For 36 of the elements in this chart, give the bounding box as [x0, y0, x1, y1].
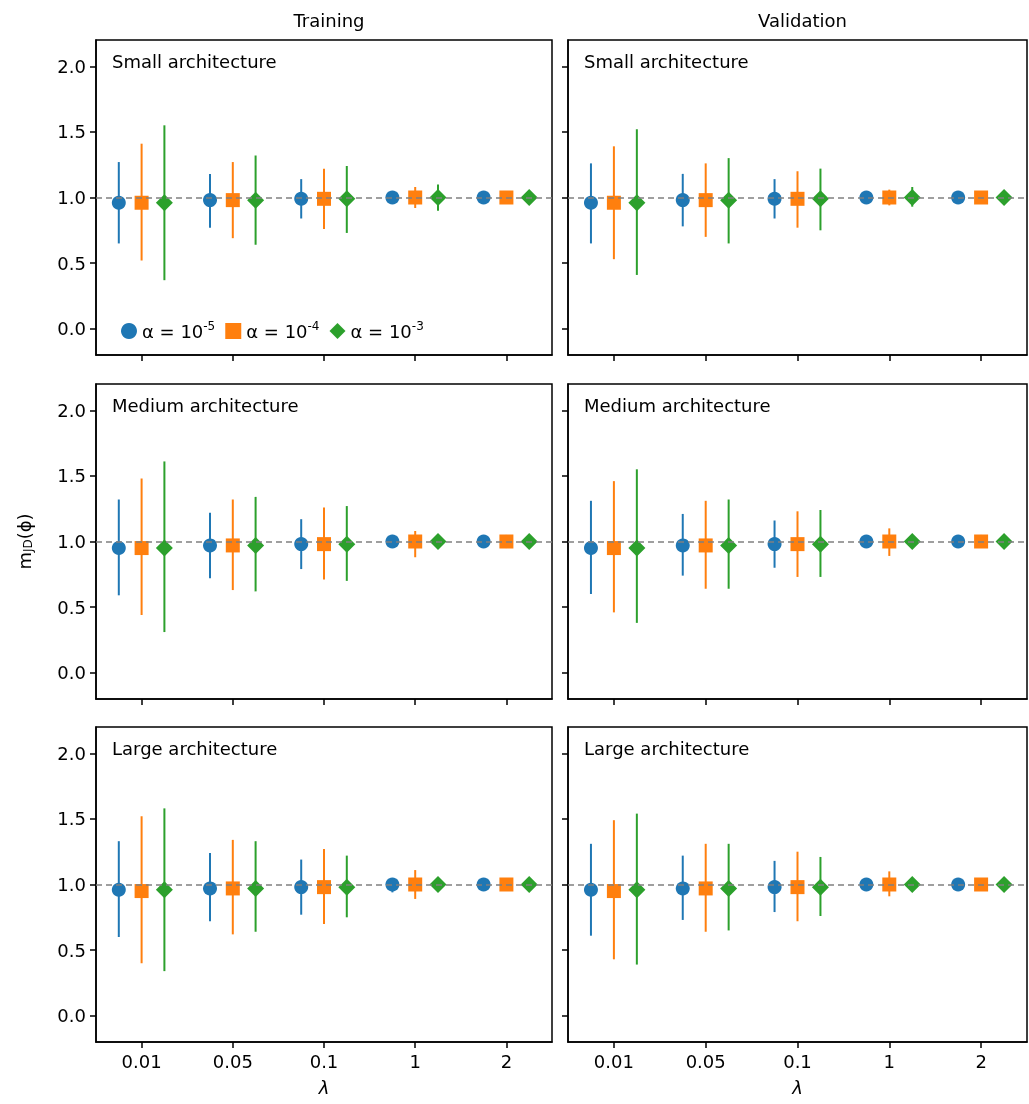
y-tick-label: 1.0 [57, 874, 86, 895]
x-axis-title: λ [791, 1076, 803, 1098]
x-tick-label: 0.05 [212, 1050, 253, 1072]
x-tick-label: 0.1 [783, 1050, 812, 1072]
x-tick-label: 0.1 [309, 1050, 339, 1072]
annotation: Small architecture [112, 50, 277, 72]
y-tick-label: 1.5 [57, 465, 86, 487]
y-tick-label: 2.0 [57, 399, 86, 421]
y-tick-label: 1.0 [57, 531, 86, 552]
annotation: Medium architecture [584, 394, 771, 416]
annotation: Large architecture [584, 737, 750, 759]
y-tick-label: 1.0 [57, 187, 86, 208]
y-tick-label: 2.0 [57, 55, 86, 77]
y-tick-label: 0.5 [57, 596, 86, 618]
x-tick-label: 0.01 [593, 1050, 634, 1072]
x-tick-label: 0.05 [685, 1050, 726, 1072]
x-tick-label: 1 [883, 1050, 896, 1072]
y-tick-label: 0.5 [57, 252, 86, 274]
x-tick-label: 2 [500, 1050, 513, 1072]
x-tick-label: 0.01 [121, 1050, 162, 1072]
annotation: Small architecture [584, 50, 749, 72]
y-tick-label: 0.0 [57, 318, 86, 340]
y-axis-title: mJD(ϕ) [13, 513, 35, 570]
y-tick-label: 0.0 [57, 1005, 86, 1027]
x-tick-label: 2 [975, 1050, 987, 1072]
y-tick-label: 1.5 [57, 121, 86, 143]
chart-title: Validation [758, 9, 847, 31]
y-tick-label: 0.0 [57, 662, 86, 684]
chart-title: Training [292, 9, 365, 31]
x-tick-label: 1 [409, 1050, 421, 1072]
y-tick-label: 1.5 [57, 808, 86, 830]
x-axis-title: λ [317, 1076, 330, 1098]
annotation: Medium architecture [112, 394, 299, 416]
annotation: Large architecture [112, 737, 278, 759]
y-tick-label: 0.5 [57, 939, 86, 961]
y-tick-label: 2.0 [57, 742, 86, 764]
